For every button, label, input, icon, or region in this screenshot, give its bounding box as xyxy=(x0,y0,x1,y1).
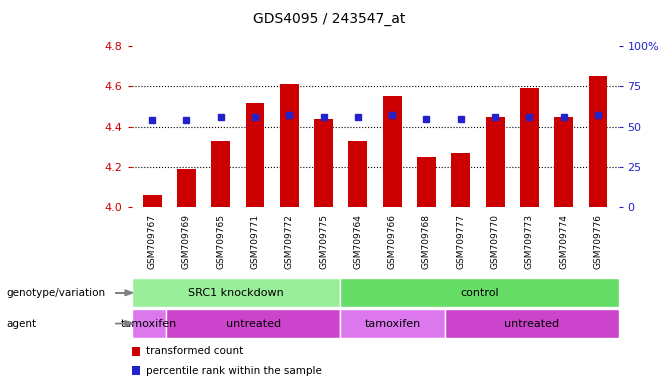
Text: untreated: untreated xyxy=(226,318,281,329)
Text: agent: agent xyxy=(7,318,37,329)
Text: GSM709769: GSM709769 xyxy=(182,214,191,270)
Text: GSM709776: GSM709776 xyxy=(594,214,603,270)
Bar xyxy=(132,309,166,338)
Text: tamoxifen: tamoxifen xyxy=(365,318,420,329)
Bar xyxy=(445,309,619,338)
Text: GSM709765: GSM709765 xyxy=(216,214,225,270)
Text: GSM709777: GSM709777 xyxy=(456,214,465,270)
Bar xyxy=(383,96,401,207)
Text: GSM709775: GSM709775 xyxy=(319,214,328,270)
Text: GSM709768: GSM709768 xyxy=(422,214,431,270)
Bar xyxy=(132,347,140,356)
Bar xyxy=(314,119,333,207)
Bar xyxy=(417,157,436,207)
Text: SRC1 knockdown: SRC1 knockdown xyxy=(188,288,284,298)
Bar xyxy=(245,103,265,207)
Text: untreated: untreated xyxy=(504,318,559,329)
Text: GSM709764: GSM709764 xyxy=(353,215,363,269)
Bar xyxy=(340,309,445,338)
Bar xyxy=(554,117,573,207)
Bar xyxy=(451,153,470,207)
Bar xyxy=(280,84,299,207)
Text: GSM709766: GSM709766 xyxy=(388,214,397,270)
Text: GSM709774: GSM709774 xyxy=(559,215,568,269)
Bar xyxy=(211,141,230,207)
Bar xyxy=(349,141,367,207)
Bar xyxy=(132,366,140,375)
Bar xyxy=(486,117,505,207)
Bar xyxy=(177,169,196,207)
Text: transformed count: transformed count xyxy=(146,346,243,356)
Bar xyxy=(132,278,340,307)
Bar xyxy=(166,309,340,338)
Bar xyxy=(520,88,539,207)
Text: tamoxifen: tamoxifen xyxy=(121,318,177,329)
Text: control: control xyxy=(460,288,499,298)
Text: GSM709770: GSM709770 xyxy=(491,214,499,270)
Text: GSM709772: GSM709772 xyxy=(285,215,294,269)
Text: GSM709767: GSM709767 xyxy=(147,214,157,270)
Bar xyxy=(340,278,619,307)
Text: GSM709773: GSM709773 xyxy=(525,214,534,270)
Text: genotype/variation: genotype/variation xyxy=(7,288,106,298)
Text: percentile rank within the sample: percentile rank within the sample xyxy=(146,366,322,376)
Text: GSM709771: GSM709771 xyxy=(251,214,259,270)
Bar xyxy=(143,195,162,207)
Bar xyxy=(588,76,607,207)
Text: GDS4095 / 243547_at: GDS4095 / 243547_at xyxy=(253,12,405,25)
